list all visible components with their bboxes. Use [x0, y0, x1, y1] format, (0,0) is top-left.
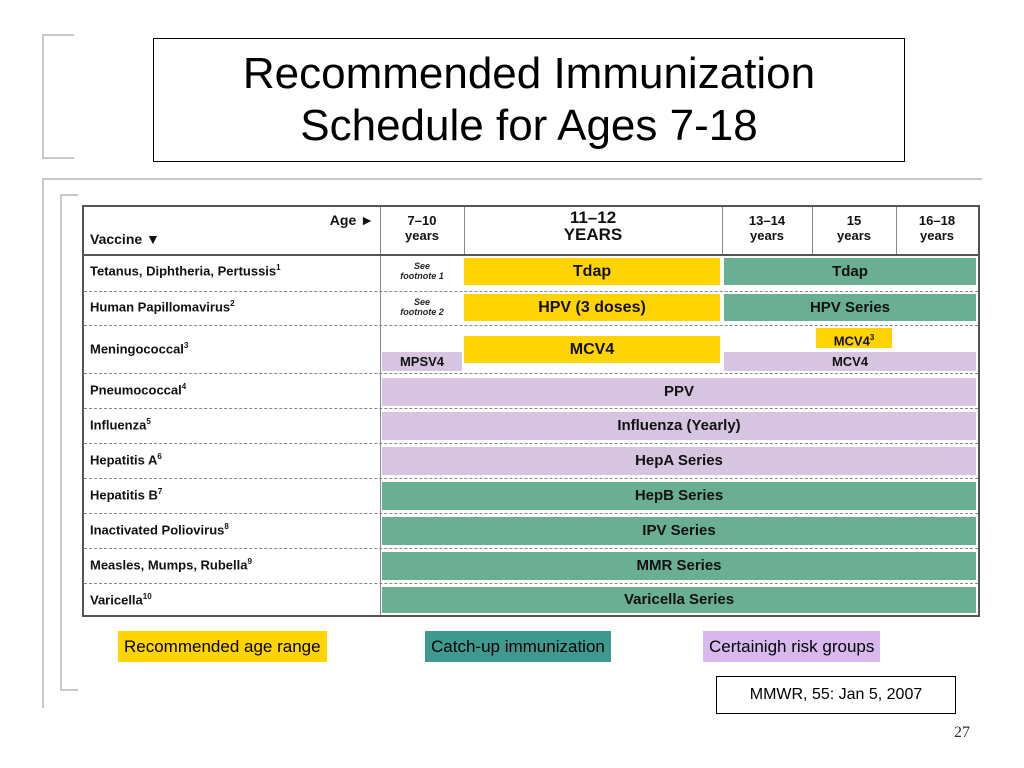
influenza-risk-bar: Influenza (Yearly) — [382, 412, 976, 440]
tdap-catchup-bar: Tdap — [724, 258, 976, 285]
row-divider — [84, 513, 978, 514]
row-divider — [84, 478, 978, 479]
ipv-catchup-bar: IPV Series — [382, 517, 976, 545]
column-header-line2: years — [920, 228, 954, 243]
mcv4-recommended-bar: MCV4 — [464, 336, 720, 363]
vaccine-name-pneumococcal: Pneumococcal4 — [90, 382, 187, 398]
legend-recommended-age-range: Recommended age range — [118, 631, 327, 662]
vaccine-name-hpv: Human Papillomavirus2 — [90, 299, 235, 315]
row-divider — [84, 325, 978, 326]
decorative-frame-main — [42, 178, 982, 708]
row-divider — [84, 408, 978, 409]
vaccine-name-poliovirus: Inactivated Poliovirus8 — [90, 522, 229, 538]
title-box: Recommended Immunization Schedule for Ag… — [153, 38, 905, 162]
vaccine-name-hepatitis-a: Hepatitis A6 — [90, 452, 162, 468]
vaccine-name-tdap: Tetanus, Diphtheria, Pertussis1 — [90, 263, 281, 279]
footnote-cell-2: See footnote 2 — [400, 297, 444, 317]
age-header: Age ► — [329, 212, 374, 228]
slide-title: Recommended Immunization Schedule for Ag… — [242, 49, 816, 150]
column-header-line2: years — [405, 228, 439, 243]
column-header-line1: 13–14 — [748, 213, 786, 228]
grid-line — [896, 207, 897, 255]
footnote-cell-1: See footnote 1 — [400, 261, 444, 281]
decorative-frame-top — [42, 34, 74, 159]
column-header-15: 15 years — [812, 207, 896, 253]
page-number: 27 — [954, 724, 970, 741]
column-header-line2: YEARS — [563, 225, 623, 244]
row-divider — [84, 373, 978, 374]
vaccine-name-influenza: Influenza5 — [90, 417, 151, 433]
hepb-catchup-bar: HepB Series — [382, 482, 976, 510]
column-header-16-18: 16–18 years — [896, 207, 978, 253]
column-header-13-14: 13–14 years — [722, 207, 812, 253]
immunization-schedule-table: Age ► Vaccine ▼ 7–10 years 11–12 YEARS 1… — [82, 205, 980, 617]
header-divider — [84, 254, 978, 256]
row-divider — [84, 291, 978, 292]
grid-line — [380, 207, 381, 615]
column-header-11-12: 11–12 YEARS — [464, 207, 722, 253]
row-divider — [84, 443, 978, 444]
column-header-line1: 7–10 — [407, 213, 437, 228]
grid-line — [464, 207, 465, 255]
hpv-recommended-bar: HPV (3 doses) — [464, 294, 720, 321]
column-header-line1: 16–18 — [918, 213, 956, 228]
mcv4-risk-bar: MCV4 — [724, 352, 976, 371]
vaccine-name-hepatitis-b: Hepatitis B7 — [90, 487, 163, 503]
tdap-recommended-bar: Tdap — [464, 258, 720, 285]
vaccine-name-varicella: Varicella10 — [90, 592, 152, 608]
vaccine-name-mmr: Measles, Mumps, Rubella9 — [90, 557, 252, 573]
column-header-line1: 15 — [846, 213, 862, 228]
legend-high-risk-groups: Certainigh risk groups — [703, 631, 881, 662]
grid-line — [812, 207, 813, 255]
mmr-catchup-bar: MMR Series — [382, 552, 976, 580]
column-header-7-10: 7–10 years — [380, 207, 464, 253]
column-header-line2: years — [837, 228, 871, 243]
mpsv4-risk-bar: MPSV4 — [382, 352, 462, 371]
source-citation: MMWR, 55: Jan 5, 2007 — [716, 676, 956, 714]
grid-line — [722, 207, 723, 255]
column-header-line2: years — [750, 228, 784, 243]
legend-catch-up-immunization: Catch-up immunization — [425, 631, 611, 662]
vaccine-name-meningococcal: Meningococcal3 — [90, 341, 189, 357]
varicella-catchup-bar: Varicella Series — [382, 587, 976, 613]
hepa-risk-bar: HepA Series — [382, 447, 976, 475]
ppv-risk-bar: PPV — [382, 378, 976, 406]
vaccine-header: Vaccine ▼ — [90, 231, 160, 247]
row-divider — [84, 583, 978, 584]
column-header-line1: 11–12 — [569, 208, 617, 227]
hpv-catchup-bar: HPV Series — [724, 294, 976, 321]
row-divider — [84, 548, 978, 549]
mcv4-15-years-bar: MCV43 — [816, 328, 892, 348]
decorative-frame-inner — [60, 194, 78, 691]
